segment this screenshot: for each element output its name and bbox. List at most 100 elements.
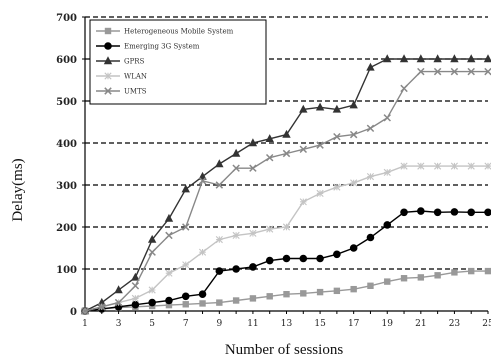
series-1-point-19 [383,221,392,229]
series-2-point-20 [399,54,409,63]
series-3-point-17 [350,179,358,187]
series-3-point-8 [198,248,207,256]
series-4-point-1 [81,307,89,315]
series-4-point-25-shape [484,67,491,76]
series-2-point-11-shape [248,138,258,147]
series-4-point-15-shape [316,141,324,149]
legend-marker-3-shape [104,72,112,80]
series-4-point-24-shape [467,67,475,76]
series-3-point-11 [249,229,257,237]
series-2-point-6 [164,213,174,222]
legend-label-0: Heterogeneous Mobile System [124,28,234,36]
series-3-point-23-shape [450,162,459,170]
series-2-point-16 [332,104,342,113]
series-1-point-9 [215,267,224,275]
series-0-point-14-shape [300,290,307,297]
series-1-point-14-shape [299,254,308,263]
series-0-point-11 [249,295,257,302]
series-0-point-22 [434,272,441,279]
series-1-point-24 [467,208,476,217]
series-1-point-13-shape [282,254,291,263]
x-tick-label-19: 19 [382,319,394,329]
series-0-point-11-shape [249,295,257,302]
x-tick-label-15: 15 [314,319,326,329]
series-2-point-14 [299,104,308,113]
series-1-point-9-shape [215,267,224,275]
series-3-point-22 [434,162,442,170]
series-4-point-23 [450,67,459,76]
series-1-point-16 [333,250,341,259]
series-1-point-4-shape [131,300,140,309]
series-2-point-23 [450,54,459,63]
series-0-point-24 [468,267,475,275]
x-tick-label-25: 25 [482,319,491,329]
series-2-point-10-shape [231,148,241,157]
series-0-point-18 [367,282,374,289]
series-3-point-15-shape [316,189,324,197]
series-3-point-15 [316,189,324,197]
y-tick-label-600: 600 [56,55,77,66]
series-3-point-13-shape [282,223,291,231]
series-0-point-16 [333,287,341,295]
series-4-point-19-shape [383,114,391,122]
x-tick-label-23: 23 [449,319,461,329]
series-1-point-18 [366,233,375,242]
series-3-point-19-shape [383,168,391,176]
series-1-point-10 [232,265,240,273]
series-3-point-6 [165,269,173,277]
legend-box [89,19,267,105]
series-1-point-5 [148,298,156,307]
series-3-point-7-shape [182,261,190,269]
y-tick-labels: 0 100 200 300 400 500 600 700 [56,13,77,318]
series-0-point-10-shape [232,297,240,304]
legend-marker-0-shape [104,27,112,35]
legend-marker-4-shape [104,87,112,95]
series-0-point-15 [316,288,324,296]
series-1-point-15 [316,254,324,263]
series-2-point-9-shape [215,159,224,168]
series-0-point-8 [199,300,206,307]
series-0-point-20 [400,275,408,282]
series-2-point-21-shape [416,54,426,63]
series-2-point-10 [231,148,241,157]
series-3-point-16 [333,183,341,191]
series-2-point-19-shape [383,54,392,63]
series-3-point-5-shape [148,286,156,294]
legend-marker-3 [104,72,112,80]
series-1-point-21-shape [417,207,425,215]
x-tick-label-1: 1 [82,319,88,329]
series-4-point-13 [282,149,291,158]
series-2-point-23-shape [450,54,459,63]
legend-marker-2-shape [103,56,113,65]
series-0-point-23-shape [451,269,458,276]
series-3-point-18 [366,173,375,181]
series-0-point-22-shape [434,272,441,279]
series-4-point-3-shape [114,298,123,307]
series-3-point-5 [148,286,156,294]
series-4-point-20-shape [400,84,408,93]
series-1-point-5-shape [148,298,156,307]
x-tick-label-5: 5 [149,319,155,329]
series-2-point-7 [181,184,190,193]
legend-label-3: WLAN [124,73,147,81]
series-4-point-9-shape [215,181,224,189]
y-tick-label-400: 400 [56,139,77,150]
y-tick-label-300: 300 [56,181,77,192]
series-4-point-4-shape [131,282,140,290]
series-4-point-8 [198,177,207,185]
series-3-point-4 [131,294,139,302]
series-0-point-9 [216,299,223,306]
series-2-point-17 [349,100,358,109]
series-1-point-6 [165,296,173,305]
series-2-point-19 [383,54,392,63]
series-3-line [84,165,488,312]
series-3-point-21-shape [417,162,425,170]
series-1-point-8-shape [198,290,207,299]
series-0-point-7-shape [182,301,189,308]
series-0-point-12-shape [266,293,273,300]
series-1-point-25-shape [484,208,491,217]
series-2-point-24 [467,54,476,63]
x-tick-label-3: 3 [116,319,122,329]
series-4-point-5 [148,248,156,256]
